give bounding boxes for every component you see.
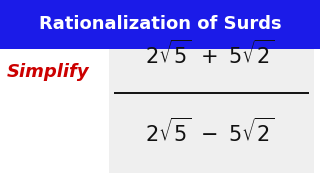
Text: Rationalization of Surds: Rationalization of Surds: [39, 15, 281, 33]
Text: $2\sqrt{5}\ -\ 5\sqrt{2}$: $2\sqrt{5}\ -\ 5\sqrt{2}$: [145, 117, 274, 146]
FancyBboxPatch shape: [0, 0, 320, 49]
Text: Simplify: Simplify: [6, 63, 89, 81]
FancyBboxPatch shape: [109, 49, 314, 173]
Text: $2\sqrt{5}\ +\ 5\sqrt{2}$: $2\sqrt{5}\ +\ 5\sqrt{2}$: [145, 40, 274, 68]
